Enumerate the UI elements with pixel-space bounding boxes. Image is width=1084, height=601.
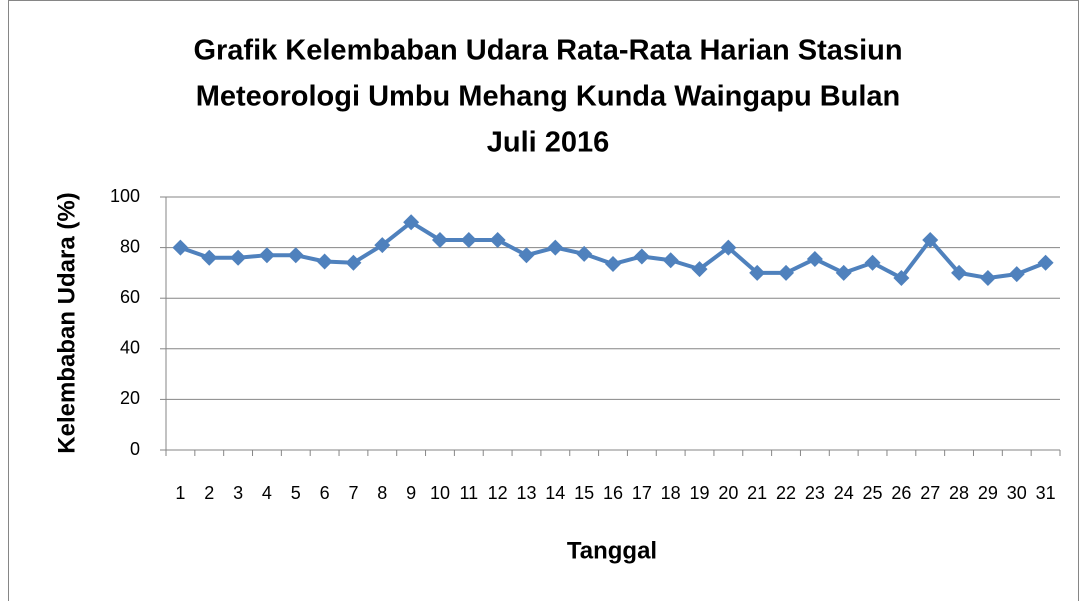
data-point xyxy=(1037,254,1054,271)
data-point xyxy=(605,256,621,273)
data-point xyxy=(979,269,996,286)
x-tick-label: 19 xyxy=(690,483,710,503)
x-tick-label: 11 xyxy=(459,483,478,503)
x-tick-label: 10 xyxy=(430,483,450,503)
data-point xyxy=(1008,266,1025,283)
x-tick-label: 30 xyxy=(1007,483,1027,503)
y-tick-label: 60 xyxy=(120,287,140,307)
data-point xyxy=(662,252,679,269)
x-tick-label: 4 xyxy=(262,483,272,503)
x-tick-label: 6 xyxy=(320,483,330,503)
x-tick-label: 24 xyxy=(834,483,854,503)
data-point xyxy=(633,248,650,265)
x-tick-label: 1 xyxy=(175,483,185,503)
x-tick-label: 31 xyxy=(1036,483,1056,503)
data-point xyxy=(460,232,477,249)
x-tick-label: 15 xyxy=(574,483,594,503)
y-axis-title: Kelembaban Udara (%) xyxy=(53,192,80,453)
x-tick-label: 18 xyxy=(661,483,681,503)
y-tick-label: 100 xyxy=(110,186,140,206)
chart-frame xyxy=(8,0,1079,601)
data-point xyxy=(547,239,564,256)
x-tick-label: 23 xyxy=(805,483,825,503)
x-tick-label: 8 xyxy=(377,483,387,503)
x-tick-label: 7 xyxy=(348,483,358,503)
y-tick-label: 20 xyxy=(120,388,140,408)
x-tick-label: 29 xyxy=(978,483,998,503)
data-point xyxy=(720,239,737,256)
data-point xyxy=(922,232,939,249)
x-tick-label: 25 xyxy=(863,483,883,503)
x-tick-label: 13 xyxy=(516,483,536,503)
data-point xyxy=(518,247,535,264)
data-point xyxy=(172,239,189,256)
x-axis-title: Tanggal xyxy=(567,537,657,564)
x-tick-label: 9 xyxy=(406,483,416,503)
data-point xyxy=(691,261,708,278)
data-point xyxy=(431,232,448,249)
data-point xyxy=(230,249,247,266)
data-point xyxy=(374,237,391,254)
data-point xyxy=(864,254,881,271)
data-point xyxy=(316,253,333,270)
data-point xyxy=(287,247,304,264)
y-tick-label: 0 xyxy=(130,439,140,459)
x-tick-label: 2 xyxy=(204,483,214,503)
data-point xyxy=(749,264,766,281)
data-point xyxy=(806,250,823,267)
data-point xyxy=(489,232,506,249)
chart-title: Meteorologi Umbu Mehang Kunda Waingapu B… xyxy=(196,81,901,113)
x-tick-label: 27 xyxy=(920,483,940,503)
data-point xyxy=(893,269,910,286)
data-point xyxy=(258,247,275,264)
x-tick-label: 17 xyxy=(632,483,652,503)
x-tick-label: 22 xyxy=(776,483,796,503)
data-point xyxy=(951,264,968,281)
y-tick-label: 80 xyxy=(120,236,140,256)
x-tick-label: 14 xyxy=(545,483,565,503)
data-point xyxy=(403,214,420,231)
x-tick-label: 26 xyxy=(891,483,911,503)
chart-title: Juli 2016 xyxy=(487,127,610,159)
y-tick-label: 40 xyxy=(120,338,140,358)
x-tick-label: 21 xyxy=(747,483,767,503)
x-tick-label: 12 xyxy=(488,483,508,503)
data-point xyxy=(201,249,218,266)
data-point xyxy=(345,254,362,271)
x-tick-label: 16 xyxy=(603,483,623,503)
data-point xyxy=(778,264,795,281)
x-tick-label: 20 xyxy=(718,483,738,503)
chart-title: Grafik Kelembaban Udara Rata-Rata Harian… xyxy=(193,35,902,67)
x-tick-label: 5 xyxy=(291,483,301,503)
data-point xyxy=(835,264,852,281)
data-point xyxy=(576,245,593,262)
x-tick-label: 3 xyxy=(233,483,243,503)
x-tick-label: 28 xyxy=(949,483,969,503)
